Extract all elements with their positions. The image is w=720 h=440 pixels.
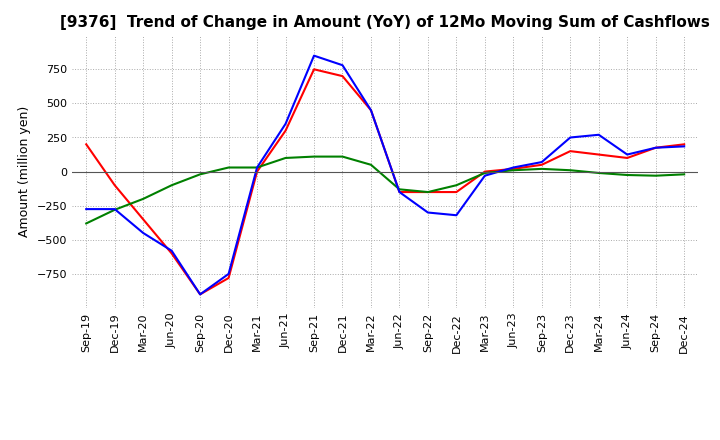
Operating Cashflow: [282, 128, 290, 133]
Investing Cashflow: [595, 170, 603, 176]
Investing Cashflow: [566, 168, 575, 173]
Operating Cashflow: [110, 183, 119, 188]
Free Cashflow: [196, 292, 204, 297]
Investing Cashflow: [253, 165, 261, 170]
Free Cashflow: [537, 159, 546, 165]
Investing Cashflow: [537, 166, 546, 172]
Investing Cashflow: [338, 154, 347, 159]
Operating Cashflow: [338, 73, 347, 79]
Free Cashflow: [110, 206, 119, 212]
Operating Cashflow: [537, 162, 546, 167]
Free Cashflow: [566, 135, 575, 140]
Free Cashflow: [366, 107, 375, 113]
Investing Cashflow: [310, 154, 318, 159]
Free Cashflow: [452, 213, 461, 218]
Free Cashflow: [82, 206, 91, 212]
Operating Cashflow: [509, 166, 518, 172]
Operating Cashflow: [623, 155, 631, 161]
Operating Cashflow: [566, 149, 575, 154]
Free Cashflow: [338, 62, 347, 68]
Investing Cashflow: [623, 172, 631, 178]
Operating Cashflow: [480, 169, 489, 174]
Free Cashflow: [480, 173, 489, 178]
Operating Cashflow: [196, 292, 204, 297]
Operating Cashflow: [225, 275, 233, 281]
Investing Cashflow: [480, 170, 489, 176]
Investing Cashflow: [282, 155, 290, 161]
Free Cashflow: [395, 189, 404, 194]
Operating Cashflow: [652, 145, 660, 150]
Free Cashflow: [139, 231, 148, 236]
Operating Cashflow: [139, 216, 148, 222]
Operating Cashflow: [253, 169, 261, 174]
Title: [9376]  Trend of Change in Amount (YoY) of 12Mo Moving Sum of Cashflows: [9376] Trend of Change in Amount (YoY) o…: [60, 15, 710, 30]
Operating Cashflow: [310, 66, 318, 72]
Investing Cashflow: [652, 173, 660, 178]
Free Cashflow: [253, 165, 261, 170]
Free Cashflow: [282, 121, 290, 127]
Investing Cashflow: [366, 162, 375, 167]
Free Cashflow: [423, 210, 432, 215]
Investing Cashflow: [82, 221, 91, 226]
Free Cashflow: [680, 144, 688, 149]
Free Cashflow: [310, 53, 318, 58]
Investing Cashflow: [680, 172, 688, 177]
Free Cashflow: [623, 152, 631, 157]
Operating Cashflow: [595, 152, 603, 157]
Operating Cashflow: [366, 107, 375, 113]
Operating Cashflow: [452, 189, 461, 194]
Investing Cashflow: [395, 187, 404, 192]
Operating Cashflow: [423, 189, 432, 194]
Operating Cashflow: [82, 142, 91, 147]
Free Cashflow: [225, 271, 233, 277]
Investing Cashflow: [110, 207, 119, 213]
Investing Cashflow: [196, 172, 204, 177]
Line: Operating Cashflow: Operating Cashflow: [86, 69, 684, 294]
Operating Cashflow: [395, 189, 404, 194]
Line: Investing Cashflow: Investing Cashflow: [86, 157, 684, 224]
Investing Cashflow: [139, 196, 148, 202]
Investing Cashflow: [509, 168, 518, 173]
Free Cashflow: [167, 248, 176, 253]
Investing Cashflow: [423, 189, 432, 194]
Line: Free Cashflow: Free Cashflow: [86, 55, 684, 294]
Investing Cashflow: [452, 183, 461, 188]
Investing Cashflow: [225, 165, 233, 170]
Free Cashflow: [595, 132, 603, 137]
Y-axis label: Amount (million yen): Amount (million yen): [18, 106, 31, 237]
Operating Cashflow: [167, 251, 176, 256]
Free Cashflow: [509, 165, 518, 170]
Operating Cashflow: [680, 142, 688, 147]
Free Cashflow: [652, 145, 660, 150]
Investing Cashflow: [167, 183, 176, 188]
